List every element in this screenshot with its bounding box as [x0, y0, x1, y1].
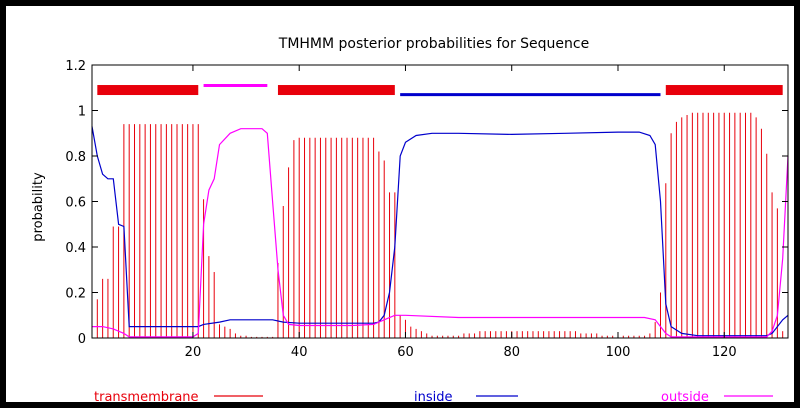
plot-border: [91, 64, 789, 339]
plot-area: [91, 83, 789, 338]
x-tick-label: 40: [291, 345, 308, 360]
topology-transmembrane-segment: [97, 85, 199, 96]
y-tick-label: 0.6: [65, 196, 86, 211]
y-tick-label: 0.8: [65, 150, 86, 165]
y-axis-label: probability: [31, 172, 46, 242]
y-tick-label: 0.4: [65, 241, 86, 256]
legend-label-transmembrane: transmembrane: [94, 390, 199, 402]
topology-transmembrane-segment: [665, 85, 783, 96]
y-tick-label: 0.2: [65, 287, 86, 302]
inside-probability-line: [91, 126, 789, 337]
outside-probability-line: [92, 128, 789, 338]
y-tick-label: 0: [78, 332, 86, 347]
y-tick-label: 1: [78, 105, 86, 120]
legend: transmembrane inside outside: [94, 390, 773, 402]
x-tick-label: 20: [185, 345, 202, 360]
y-tick-label: 1.2: [65, 59, 86, 74]
topology-transmembrane-segment: [277, 85, 395, 96]
x-tick-label: 100: [606, 345, 631, 360]
legend-label-inside: inside: [414, 390, 453, 402]
chart-title: TMHMM posterior probabilities for Sequen…: [278, 36, 589, 52]
chart-frame: TMHMM posterior probabilities for Sequen…: [6, 6, 794, 402]
legend-label-outside: outside: [661, 390, 709, 402]
x-tick-label: 60: [397, 345, 414, 360]
x-tick-label: 120: [712, 345, 737, 360]
x-tick-label: 80: [503, 345, 520, 360]
tmhmm-chart: TMHMM posterior probabilities for Sequen…: [31, 36, 789, 402]
axes: 0 0.2 0.4 0.6 0.8 1 1.2 20 40 60 80 100 120: [65, 59, 788, 360]
